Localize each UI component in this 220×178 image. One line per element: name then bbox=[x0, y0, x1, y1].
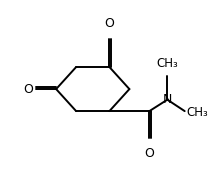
Text: O: O bbox=[145, 147, 154, 160]
Text: CH₃: CH₃ bbox=[186, 106, 208, 119]
Text: O: O bbox=[104, 17, 114, 30]
Text: N: N bbox=[163, 93, 172, 106]
Text: O: O bbox=[23, 83, 33, 96]
Text: CH₃: CH₃ bbox=[156, 57, 178, 70]
